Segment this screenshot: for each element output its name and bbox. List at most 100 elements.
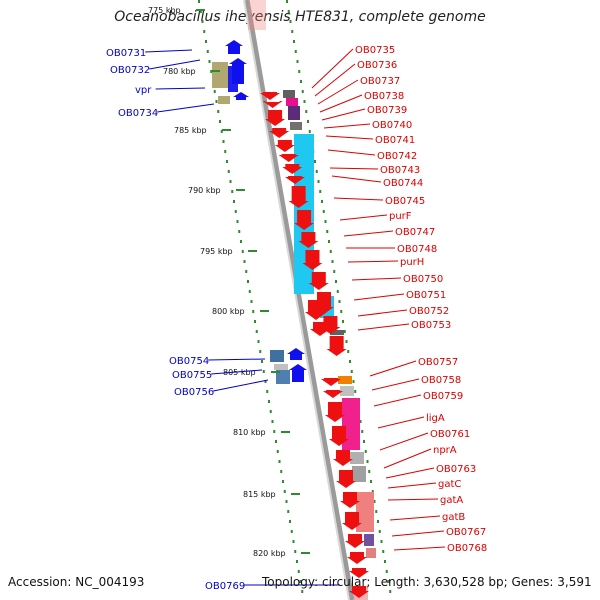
feature-block (340, 386, 354, 396)
leader-line (319, 94, 363, 113)
gene-label-right: OB0752 (409, 306, 449, 317)
kbp-label: 775 kbp (148, 6, 181, 15)
leader-line (373, 394, 422, 407)
gene-arrow (326, 336, 347, 356)
gene-arrow (302, 250, 323, 270)
gene-arrow (294, 210, 315, 230)
feature-blocks (212, 0, 376, 600)
gene-label-right: OB0739 (367, 105, 407, 116)
leader-line (213, 379, 269, 392)
gene-label-right: OB0738 (364, 91, 404, 102)
gene-label-left: OB0734 (118, 108, 158, 119)
gene-label-right: OB0742 (377, 151, 417, 162)
gene-arrow (308, 272, 329, 290)
feature-block (364, 534, 374, 546)
gene-labels: OB0731 OB0732 vpr OB0734 OB0754 OB0755 OB0756 O… (106, 45, 487, 592)
kbp-label: 820 kbp (253, 549, 286, 558)
gene-arrow (282, 164, 303, 174)
gene-arrow (260, 92, 280, 100)
leader-line (369, 360, 417, 377)
feature-block (276, 370, 290, 384)
leader-line (377, 416, 425, 429)
gene-arrow (229, 58, 247, 84)
gene-label-right: OB0767 (446, 527, 486, 538)
leader-line (393, 546, 446, 551)
leader-line (325, 135, 374, 140)
gene-arrow (336, 470, 356, 488)
leader-line (379, 432, 429, 451)
gene-arrow (274, 140, 295, 152)
kbp-label: 800 kbp (212, 307, 245, 316)
gene-label-left: OB0754 (169, 356, 209, 367)
kbp-label: 795 kbp (200, 247, 233, 256)
leader-line (329, 167, 379, 170)
kbp-label: 790 kbp (188, 186, 221, 195)
feature-block (286, 98, 298, 106)
gene-label-right: gatC (438, 479, 461, 490)
feature-block (270, 350, 284, 362)
genome-backbone (244, 0, 355, 600)
leader-line (333, 197, 384, 201)
kbp-label: 805 kbp (223, 368, 256, 377)
feature-block (342, 398, 360, 450)
gene-arrow (345, 534, 365, 548)
feature-block (352, 466, 366, 482)
gene-label-left: OB0755 (172, 370, 212, 381)
leader-line (323, 123, 371, 129)
gene-arrow (262, 101, 283, 108)
feature-block (283, 90, 295, 98)
leader-line (145, 49, 193, 53)
leader-line (385, 467, 435, 479)
gene-arrow (298, 232, 319, 248)
gene-label-left: OB0732 (110, 65, 150, 76)
leader-line (339, 214, 388, 221)
gene-label-right: gatA (440, 495, 463, 506)
gene-label-right: OB0768 (447, 543, 487, 554)
accession-label: Accession: NC_004193 (8, 575, 145, 589)
gene-arrow (340, 492, 360, 508)
gene-label-right: OB0735 (355, 45, 395, 56)
leader-line (327, 149, 376, 156)
gene-arrow (325, 402, 345, 422)
gene-label-right: OB0743 (380, 165, 420, 176)
gene-label-left: OB0731 (106, 48, 146, 59)
gene-label-right: OB0763 (436, 464, 476, 475)
kbp-label: 815 kbp (243, 490, 276, 499)
gene-label-left: OB0756 (174, 387, 214, 398)
leader-line (383, 448, 432, 469)
gene-label-right: OB0745 (385, 196, 425, 207)
leader-line (391, 530, 445, 537)
leader-line (155, 87, 206, 90)
tick-track-left (198, 0, 304, 593)
kbp-label: 785 kbp (174, 126, 207, 135)
gene-label-right: OB0750 (403, 274, 443, 285)
gene-arrow (225, 40, 243, 54)
gene-arrow (333, 450, 353, 466)
gene-label-right: OB0747 (395, 227, 435, 238)
gene-label-right: OB0753 (411, 320, 451, 331)
leader-line (331, 175, 382, 183)
gene-label-left: vpr (135, 85, 152, 96)
leader-line (211, 369, 263, 375)
gene-label-right: OB0757 (418, 357, 458, 368)
leader-line (149, 59, 201, 70)
gene-arrow (321, 378, 341, 386)
leader-line (314, 63, 356, 97)
genome-summary: Topology: circular; Length: 3,630,528 bp… (262, 575, 592, 589)
feature-block (212, 62, 228, 88)
gene-label-right: OB0741 (375, 135, 415, 146)
leader-line (317, 79, 359, 105)
gene-arrow (310, 322, 330, 336)
leader-line (357, 309, 408, 317)
gene-label-right: OB0737 (360, 76, 400, 87)
leader-line (353, 293, 405, 301)
leader-line (157, 103, 215, 113)
leader-line (311, 48, 354, 89)
leader-line (387, 498, 439, 501)
gene-label-right: OB0740 (372, 120, 412, 131)
gene-arrow (233, 92, 249, 100)
gene-arrow (342, 512, 362, 530)
gene-label-right: OB0758 (421, 375, 461, 386)
gene-arrow (265, 110, 286, 126)
